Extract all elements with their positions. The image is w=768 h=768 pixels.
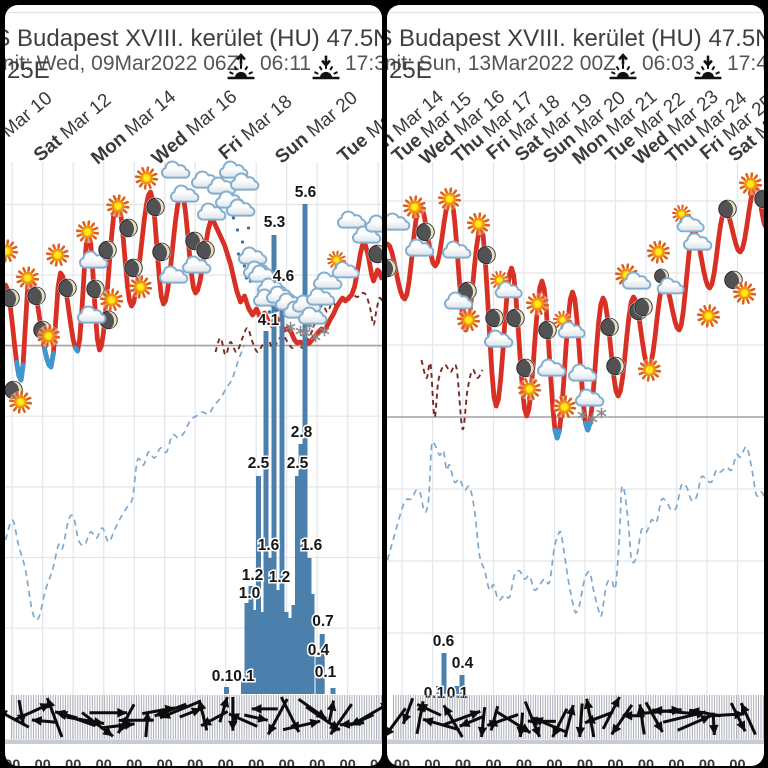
svg-text:00: 00 — [424, 758, 440, 767]
svg-text:0.4: 0.4 — [451, 655, 473, 672]
svg-text:0.7: 0.7 — [312, 613, 334, 630]
svg-text:2.5: 2.5 — [286, 455, 308, 472]
svg-text:0.1: 0.1 — [314, 664, 336, 681]
svg-text:1.2: 1.2 — [268, 569, 290, 586]
svg-text:00: 00 — [34, 758, 50, 767]
svg-text:0.6: 0.6 — [432, 633, 454, 650]
svg-text:00: 00 — [607, 758, 623, 767]
svg-text:0.1: 0.1 — [211, 668, 233, 685]
svg-text:00: 00 — [698, 758, 714, 767]
svg-text:00: 00 — [65, 758, 81, 767]
svg-text:5.6: 5.6 — [294, 184, 316, 201]
svg-text:00: 00 — [454, 758, 470, 767]
svg-text:00: 00 — [339, 758, 355, 767]
svg-text:00: 00 — [5, 758, 20, 767]
svg-text:00: 00 — [485, 758, 501, 767]
svg-text:00: 00 — [248, 758, 264, 767]
svg-text:0.4: 0.4 — [307, 642, 329, 659]
svg-text:1.0: 1.0 — [238, 585, 260, 602]
svg-text:2.8: 2.8 — [290, 424, 312, 441]
svg-text:00: 00 — [515, 758, 531, 767]
svg-text:4.6: 4.6 — [272, 268, 294, 285]
svg-text:00: 00 — [95, 758, 111, 767]
svg-text:00: 00 — [126, 758, 142, 767]
svg-text:00: 00 — [156, 758, 172, 767]
svg-text:06:03: 06:03 — [642, 52, 695, 75]
svg-text:2.5: 2.5 — [247, 455, 269, 472]
svg-text:00: 00 — [729, 758, 745, 767]
svg-text:1.6: 1.6 — [257, 537, 279, 554]
svg-text:00: 00 — [278, 758, 294, 767]
svg-text:9.25E: 9.25E — [5, 57, 50, 84]
svg-text:00: 00 — [187, 758, 203, 767]
svg-text:1.2: 1.2 — [241, 567, 263, 584]
svg-text:00: 00 — [309, 758, 325, 767]
svg-text:00: 00 — [637, 758, 653, 767]
svg-text:00: 00 — [668, 758, 684, 767]
svg-text:4.1: 4.1 — [257, 312, 279, 329]
svg-text:0.1: 0.1 — [233, 668, 255, 685]
svg-text:Init: Sun, 13Mar2022 00Z: Init: Sun, 13Mar2022 00Z — [387, 52, 616, 75]
svg-text:00: 00 — [576, 758, 592, 767]
svg-text:00: 00 — [370, 758, 382, 767]
svg-text:1.6: 1.6 — [300, 537, 322, 554]
svg-text:GFS Budapest XVIII. kerület (H: GFS Budapest XVIII. kerület (HU) 47.5N 1… — [387, 25, 764, 52]
svg-text:GFS Budapest XVIII. kerület (H: GFS Budapest XVIII. kerület (HU) 47.5N 1… — [5, 25, 382, 52]
svg-text:00: 00 — [217, 758, 233, 767]
svg-text:17:44: 17:44 — [727, 52, 764, 75]
svg-text:5.3: 5.3 — [263, 214, 285, 231]
svg-text:9.25E: 9.25E — [387, 57, 432, 84]
svg-text:17:35: 17:35 — [345, 52, 382, 75]
svg-text:Init: Wed, 09Mar2022 06Z: Init: Wed, 09Mar2022 06Z — [5, 52, 240, 75]
svg-text:00: 00 — [393, 758, 409, 767]
svg-text:06:11: 06:11 — [260, 52, 311, 75]
svg-text:00: 00 — [546, 758, 562, 767]
